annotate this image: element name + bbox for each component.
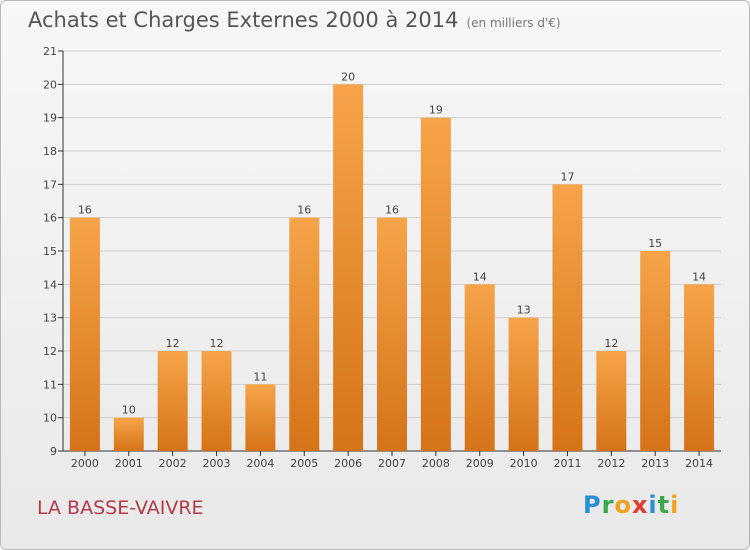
y-tick-label: 15 (43, 245, 57, 258)
y-tick-label: 16 (43, 212, 57, 225)
data-label: 20 (341, 70, 355, 83)
data-label: 12 (166, 337, 180, 350)
bar (640, 251, 671, 451)
y-tick-label: 10 (43, 412, 57, 425)
y-tick-label: 21 (43, 45, 57, 58)
bar (552, 184, 583, 452)
bar (157, 351, 188, 451)
x-tick-label: 2009 (466, 457, 494, 470)
x-tick-label: 2005 (290, 457, 318, 470)
chart-subtitle: (en milliers d'€) (466, 16, 561, 30)
x-tick-label: 2001 (115, 457, 143, 470)
x-tick-label: 2013 (641, 457, 669, 470)
data-label: 14 (692, 270, 706, 283)
chart-title: Achats et Charges Externes 2000 à 2014 (e… (28, 8, 561, 32)
chart-title-text: Achats et Charges Externes 2000 à 2014 (28, 8, 459, 32)
x-tick-label: 2002 (159, 457, 187, 470)
logo-letter: i (670, 491, 680, 519)
y-tick-label: 12 (43, 345, 57, 358)
bar (596, 351, 627, 451)
data-label: 16 (385, 204, 399, 217)
logo-letter: r (601, 491, 615, 519)
logo-letter: i (648, 491, 658, 519)
x-tick-label: 2007 (378, 457, 406, 470)
y-tick-label: 9 (50, 445, 57, 458)
x-tick-label: 2000 (71, 457, 99, 470)
place-name: LA BASSE-VAIVRE (37, 497, 204, 519)
bar (464, 284, 495, 451)
data-label: 12 (210, 337, 224, 350)
bar (420, 117, 451, 452)
data-label: 16 (297, 204, 311, 217)
data-label: 15 (648, 237, 662, 250)
x-tick-label: 2014 (685, 457, 713, 470)
data-label: 11 (253, 370, 267, 383)
bar (69, 217, 100, 451)
y-tick-label: 20 (43, 78, 57, 91)
logo-letter: x (631, 491, 649, 519)
data-label: 16 (78, 204, 92, 217)
bar (377, 217, 407, 451)
y-tick-label: 13 (43, 312, 57, 325)
y-tick-label: 14 (43, 278, 57, 291)
logo-letter: P (583, 491, 602, 519)
data-label: 19 (429, 104, 443, 117)
bar (508, 317, 539, 451)
data-label: 12 (604, 337, 618, 350)
x-tick-label: 2010 (510, 457, 538, 470)
x-tick-label: 2011 (553, 457, 581, 470)
x-tick-label: 2004 (246, 457, 274, 470)
bar (289, 217, 320, 451)
x-tick-label: 2008 (422, 457, 450, 470)
bar (245, 384, 276, 451)
bar (201, 351, 232, 451)
y-tick-label: 11 (43, 378, 57, 391)
y-tick-label: 19 (43, 112, 57, 125)
logo-letter: t (657, 491, 671, 519)
bar (333, 84, 364, 451)
data-label: 17 (560, 170, 574, 183)
data-label: 10 (122, 404, 136, 417)
data-label: 13 (517, 304, 531, 317)
x-tick-label: 2006 (334, 457, 362, 470)
bar (113, 417, 144, 451)
x-tick-label: 2012 (597, 457, 625, 470)
data-label: 14 (473, 270, 487, 283)
x-tick-label: 2003 (203, 457, 231, 470)
bar (684, 284, 715, 451)
y-tick-label: 17 (43, 178, 57, 191)
logo-letter: o (614, 491, 632, 519)
y-tick-label: 18 (43, 145, 57, 158)
proxiti-logo: Proxiti (583, 491, 679, 519)
